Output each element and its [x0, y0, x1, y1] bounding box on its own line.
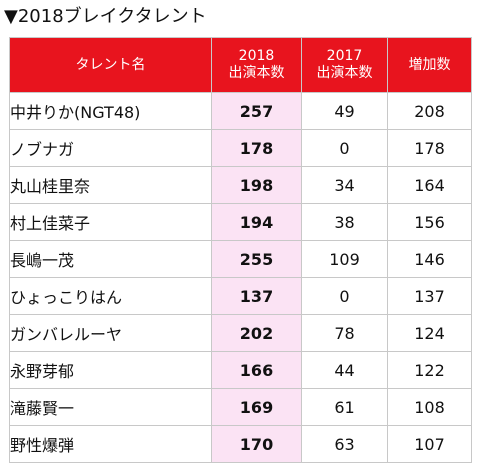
table-row: ひょっこりはん 137 0 137 [9, 277, 472, 315]
increase-cell: 146 [387, 240, 472, 278]
appearances-2018-cell: 166 [211, 351, 302, 389]
increase-cell: 107 [387, 425, 472, 463]
ranking-table: タレント名 2018 出演本数 2017 出演本数 増加数 中井りか(NGT48… [9, 37, 472, 463]
increase-cell: 108 [387, 388, 472, 426]
increase-cell: 122 [387, 351, 472, 389]
header-2018-label: 出演本数 [228, 65, 285, 81]
talent-name-cell: 長嶋一茂 [9, 240, 212, 278]
talent-name-cell: ガンバレルーヤ [9, 314, 212, 352]
appearances-2017-cell: 78 [301, 314, 388, 352]
increase-cell: 137 [387, 277, 472, 315]
header-2018-year: 2018 [238, 48, 275, 64]
talent-name-cell: 丸山桂里奈 [9, 166, 212, 204]
header-2017-year: 2017 [326, 48, 363, 64]
appearances-2018-cell: 194 [211, 203, 302, 241]
appearances-2017-cell: 38 [301, 203, 388, 241]
table-row: 永野芽郁 166 44 122 [9, 351, 472, 389]
appearances-2017-cell: 34 [301, 166, 388, 204]
appearances-2018-cell: 137 [211, 277, 302, 315]
table-row: 丸山桂里奈 198 34 164 [9, 166, 472, 204]
table-row: 野性爆弾 170 63 107 [9, 425, 472, 463]
appearances-2018-cell: 255 [211, 240, 302, 278]
header-2017-appearances: 2017 出演本数 [301, 37, 388, 93]
talent-name-cell: 永野芽郁 [9, 351, 212, 389]
page-title: ▼2018ブレイクタレント [4, 6, 207, 27]
header-increase: 増加数 [387, 37, 472, 93]
talent-name-cell: ひょっこりはん [9, 277, 212, 315]
table-header-row: タレント名 2018 出演本数 2017 出演本数 増加数 [9, 37, 472, 93]
appearances-2017-cell: 0 [301, 277, 388, 315]
appearances-2018-cell: 257 [211, 92, 302, 130]
appearances-2017-cell: 0 [301, 129, 388, 167]
talent-name-cell: 村上佳菜子 [9, 203, 212, 241]
talent-name-cell: 中井りか(NGT48) [9, 92, 212, 130]
appearances-2018-cell: 178 [211, 129, 302, 167]
table-row: 滝藤賢一 169 61 108 [9, 388, 472, 426]
appearances-2017-cell: 49 [301, 92, 388, 130]
table-row: 中井りか(NGT48) 257 49 208 [9, 92, 472, 130]
appearances-2018-cell: 198 [211, 166, 302, 204]
increase-cell: 208 [387, 92, 472, 130]
table-row: ノブナガ 178 0 178 [9, 129, 472, 167]
increase-cell: 156 [387, 203, 472, 241]
talent-name-cell: ノブナガ [9, 129, 212, 167]
header-2018-appearances: 2018 出演本数 [211, 37, 302, 93]
appearances-2017-cell: 63 [301, 425, 388, 463]
appearances-2017-cell: 61 [301, 388, 388, 426]
appearances-2018-cell: 170 [211, 425, 302, 463]
increase-cell: 178 [387, 129, 472, 167]
table-row: ガンバレルーヤ 202 78 124 [9, 314, 472, 352]
appearances-2017-cell: 44 [301, 351, 388, 389]
appearances-2018-cell: 202 [211, 314, 302, 352]
appearances-2018-cell: 169 [211, 388, 302, 426]
appearances-2017-cell: 109 [301, 240, 388, 278]
increase-cell: 164 [387, 166, 472, 204]
table-row: 村上佳菜子 194 38 156 [9, 203, 472, 241]
talent-name-cell: 野性爆弾 [9, 425, 212, 463]
increase-cell: 124 [387, 314, 472, 352]
header-talent-name: タレント名 [9, 37, 212, 93]
talent-name-cell: 滝藤賢一 [9, 388, 212, 426]
header-2017-label: 出演本数 [316, 65, 373, 81]
table-row: 長嶋一茂 255 109 146 [9, 240, 472, 278]
